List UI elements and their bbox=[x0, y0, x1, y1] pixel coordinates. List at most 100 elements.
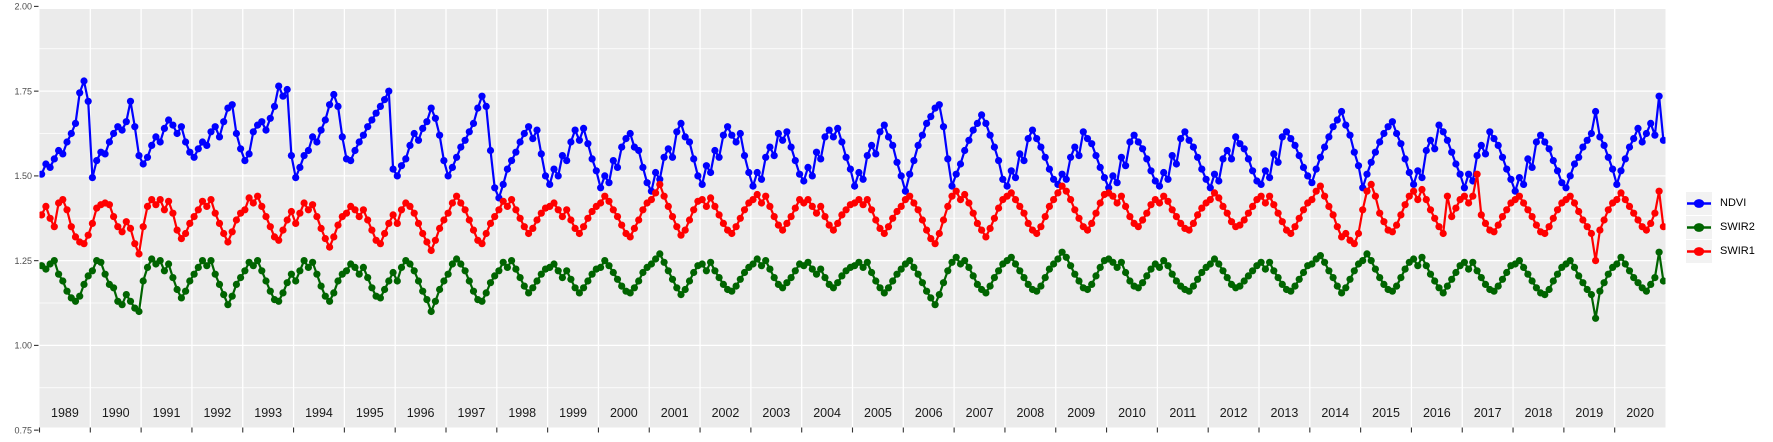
data-point bbox=[906, 192, 914, 200]
data-point bbox=[80, 240, 88, 248]
legend-key-swir2 bbox=[1686, 215, 1712, 239]
data-point bbox=[609, 268, 617, 277]
data-point bbox=[156, 257, 164, 265]
data-point bbox=[1096, 263, 1104, 271]
data-point bbox=[931, 240, 939, 248]
data-point bbox=[554, 172, 562, 180]
data-point bbox=[584, 214, 592, 222]
data-point bbox=[1405, 192, 1413, 200]
data-point bbox=[427, 104, 435, 112]
data-point bbox=[533, 277, 541, 285]
data-point bbox=[1477, 211, 1485, 219]
data-point bbox=[1575, 153, 1583, 161]
data-point bbox=[1371, 148, 1379, 156]
legend: NDVI SWIR2 SWIR1 bbox=[1686, 191, 1755, 263]
data-point bbox=[605, 262, 613, 270]
data-point bbox=[1088, 280, 1096, 288]
data-point bbox=[1376, 138, 1384, 146]
data-point bbox=[1185, 136, 1193, 144]
data-point bbox=[690, 268, 698, 277]
data-point bbox=[1249, 167, 1257, 175]
data-point bbox=[1401, 201, 1409, 209]
data-point bbox=[804, 258, 812, 266]
data-point bbox=[719, 219, 728, 227]
data-point bbox=[1350, 267, 1358, 275]
data-point bbox=[1041, 213, 1049, 221]
data-point bbox=[182, 287, 190, 295]
data-point bbox=[986, 224, 994, 232]
data-point bbox=[711, 146, 719, 155]
data-point bbox=[1625, 202, 1634, 210]
data-point bbox=[698, 180, 706, 188]
data-point bbox=[1122, 162, 1130, 170]
data-point bbox=[1164, 197, 1172, 205]
data-point bbox=[1507, 175, 1515, 183]
data-point bbox=[1469, 258, 1477, 266]
data-point bbox=[1071, 206, 1079, 214]
data-point bbox=[834, 124, 842, 132]
data-point bbox=[1067, 153, 1075, 161]
data-point bbox=[1532, 284, 1540, 292]
data-point bbox=[465, 277, 473, 285]
data-point bbox=[1596, 287, 1604, 295]
data-point bbox=[1126, 277, 1134, 285]
data-point bbox=[1537, 131, 1545, 139]
data-point bbox=[563, 157, 571, 165]
data-point bbox=[1477, 141, 1485, 149]
line-point-symbol-icon bbox=[1687, 198, 1711, 208]
data-point bbox=[1096, 199, 1104, 207]
data-point bbox=[635, 277, 643, 285]
data-point bbox=[1011, 174, 1020, 182]
data-point bbox=[165, 197, 173, 205]
data-point bbox=[1363, 250, 1371, 258]
data-point bbox=[1304, 172, 1312, 180]
data-point bbox=[1312, 187, 1320, 195]
data-point bbox=[1634, 124, 1642, 132]
data-point bbox=[1359, 257, 1367, 265]
data-point bbox=[110, 129, 118, 138]
data-point bbox=[207, 128, 215, 136]
data-point bbox=[1278, 133, 1286, 141]
data-point bbox=[431, 297, 439, 305]
data-point bbox=[122, 118, 130, 126]
data-point bbox=[67, 129, 75, 138]
data-point bbox=[1024, 280, 1032, 288]
data-point bbox=[101, 150, 109, 158]
data-point bbox=[160, 267, 168, 275]
data-point bbox=[461, 206, 469, 214]
data-point bbox=[1050, 260, 1058, 268]
data-point bbox=[266, 287, 274, 295]
data-point bbox=[59, 150, 67, 158]
data-point bbox=[334, 221, 342, 229]
data-point bbox=[868, 141, 876, 149]
data-point bbox=[550, 199, 558, 207]
data-point bbox=[715, 153, 723, 161]
data-point bbox=[351, 206, 359, 214]
data-point bbox=[1274, 158, 1282, 166]
data-point bbox=[1287, 229, 1295, 238]
data-point bbox=[1270, 267, 1278, 275]
data-point bbox=[508, 257, 516, 265]
data-point bbox=[1371, 265, 1379, 273]
data-point bbox=[656, 180, 664, 188]
data-point bbox=[503, 202, 511, 210]
data-point bbox=[381, 96, 389, 104]
data-point bbox=[1642, 226, 1650, 234]
data-point bbox=[207, 196, 215, 204]
data-point bbox=[1579, 216, 1587, 224]
data-point bbox=[296, 267, 304, 275]
data-point bbox=[1266, 174, 1274, 182]
data-point bbox=[728, 287, 736, 295]
data-point bbox=[1367, 180, 1375, 188]
x-tick-label: 1994 bbox=[305, 406, 333, 420]
data-point bbox=[1308, 179, 1316, 187]
data-point bbox=[1659, 277, 1666, 285]
data-point bbox=[42, 202, 50, 210]
data-point bbox=[232, 280, 240, 288]
data-point bbox=[1481, 280, 1490, 288]
data-point bbox=[681, 226, 689, 234]
data-point bbox=[220, 229, 228, 238]
x-tick-label: 1997 bbox=[458, 406, 486, 420]
data-point bbox=[1206, 260, 1214, 268]
data-point bbox=[1481, 150, 1490, 158]
